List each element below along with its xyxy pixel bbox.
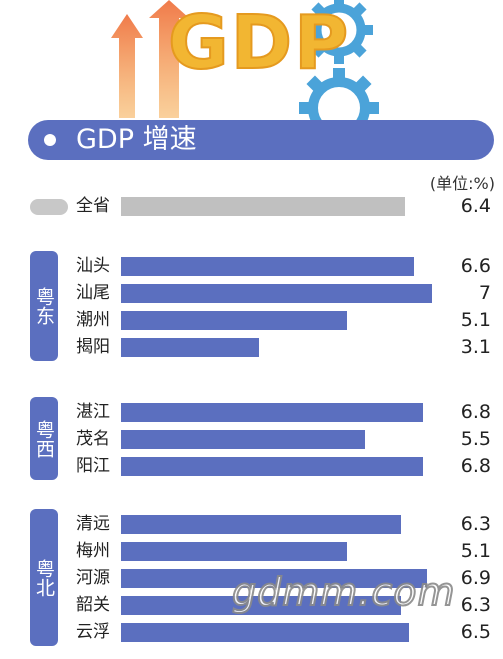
bar: [121, 515, 401, 534]
row-label: 全省: [76, 196, 110, 216]
row-label: 潮州: [76, 310, 110, 330]
row-label: 梅州: [76, 541, 110, 561]
value-label: 6.3: [460, 513, 491, 535]
row-label: 河源: [76, 568, 110, 588]
group-tag: 粤西: [30, 397, 58, 480]
value-label: 3.1: [460, 336, 491, 358]
bar: [121, 284, 432, 303]
value-label: 6.9: [460, 567, 491, 589]
bar: [121, 257, 414, 276]
bar: [121, 197, 406, 216]
value-label: 6.8: [460, 401, 491, 423]
section-title: GDP 增速: [76, 124, 197, 155]
bar: [121, 311, 348, 330]
section-title-bar: [28, 120, 494, 160]
gdp-logo-text: GDP: [167, 0, 351, 86]
bar: [121, 430, 366, 449]
row-label: 清远: [76, 514, 110, 534]
bar: [121, 403, 423, 422]
value-label: 6.6: [460, 255, 491, 277]
row-label: 揭阳: [76, 337, 110, 357]
row-label: 云浮: [76, 622, 110, 642]
group-tag: 粤北: [30, 509, 58, 646]
row-label: 韶关: [76, 595, 110, 615]
bar: [121, 623, 410, 642]
row-label: 汕尾: [76, 283, 110, 303]
group-name: 粤东: [33, 287, 55, 325]
up-arrow-icon: [149, 0, 189, 118]
group-name: 粤西: [33, 419, 55, 458]
row-label: 汕头: [76, 256, 110, 276]
row-label: 阳江: [76, 456, 110, 476]
value-label: 6.3: [460, 594, 491, 616]
group-tag: 粤东: [30, 251, 58, 361]
group-name: 粤北: [33, 558, 55, 597]
unit-label: (单位:%): [429, 174, 495, 193]
row-label: 湛江: [76, 402, 110, 422]
value-label: 5.1: [460, 309, 491, 331]
value-label: 6.5: [460, 621, 491, 643]
value-label: 6.8: [460, 455, 491, 477]
bullet-dot-icon: [44, 134, 56, 146]
bar: [121, 569, 428, 588]
row-label: 茂名: [76, 429, 110, 449]
province-marker: [30, 199, 68, 215]
value-label: 5.1: [460, 540, 491, 562]
bar: [121, 457, 423, 476]
value-label: 7: [478, 282, 491, 304]
watermark: gdmm.com: [231, 570, 456, 614]
bar: [121, 542, 348, 561]
value-label: 5.5: [460, 428, 491, 450]
value-label: 6.4: [460, 195, 491, 217]
bar: [121, 338, 259, 357]
gear-icon: [305, 0, 373, 64]
bar: [121, 596, 401, 615]
up-arrow-icon: [111, 14, 143, 118]
